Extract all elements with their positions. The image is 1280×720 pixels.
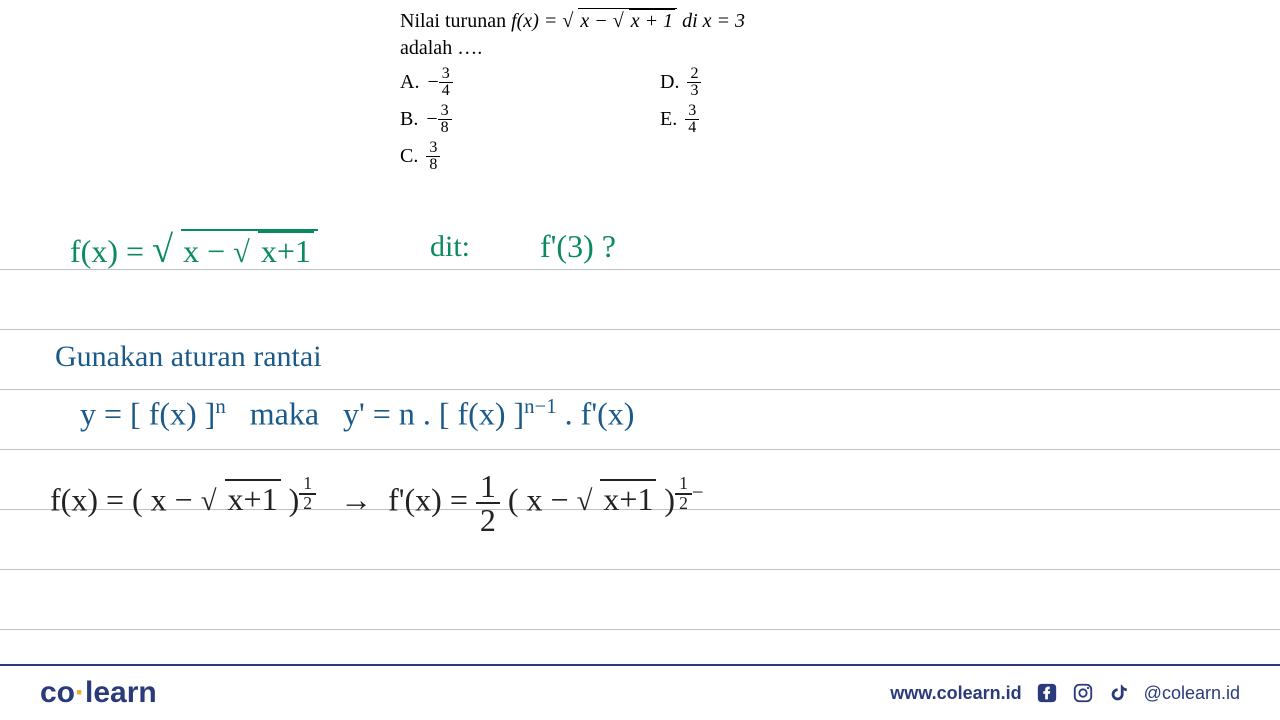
option-c-label: C. — [400, 145, 418, 168]
option-c: C. 3 8 — [400, 140, 660, 173]
inner-radicand: x + 1 — [629, 9, 675, 33]
question-line-1: Nilai turunan f(x) = x − x + 1 di x = 3 — [400, 8, 960, 33]
logo-learn: learn — [85, 676, 157, 709]
hw-line3: y = [ f(x) ]n maka y' = n . [ f(x) ]n−1 … — [80, 395, 634, 433]
option-c-frac: 3 8 — [426, 140, 440, 173]
outer-radicand-pre: x − — [580, 10, 612, 32]
option-b: B. − 3 8 — [400, 103, 660, 136]
option-b-sign: − — [426, 108, 437, 131]
hw-l4a-close: ) — [289, 481, 300, 517]
option-e-frac: 3 4 — [685, 103, 699, 136]
hw-line2: Gunakan aturan rantai — [55, 340, 322, 374]
hw-l4b: f'(x) = — [388, 481, 476, 517]
hw-arrow: → — [340, 481, 372, 517]
lined-paper: f(x) = √ x − √ x+1 dit: f'(3) ? Gunakan … — [0, 210, 1280, 670]
hw-line4: f(x) = ( x − √ x+1 )12 → f'(x) = 1 2 ( x… — [50, 470, 704, 536]
option-b-frac: 3 8 — [438, 103, 452, 136]
option-a-label: A. — [400, 71, 419, 94]
hw-inner-rad: x+1 — [258, 231, 314, 270]
logo: co·learn — [40, 676, 157, 710]
option-e: E. 3 4 — [660, 103, 860, 136]
hw-outer-sqrt: √ x − √ x+1 — [152, 228, 318, 272]
hw-l4a-sqrt: √ x+1 — [201, 479, 281, 518]
outer-sqrt: x − x + 1 — [562, 8, 677, 33]
hw-dit: dit: — [430, 230, 470, 264]
question-block: Nilai turunan f(x) = x − x + 1 di x = 3 … — [400, 8, 960, 177]
instagram-icon — [1072, 682, 1094, 704]
hw-l3a-sup: n — [215, 395, 225, 418]
option-e-label: E. — [660, 108, 677, 131]
question-line-2: adalah …. — [400, 37, 960, 60]
q-suffix: di x = 3 — [682, 10, 745, 32]
hw-q: f'(3) ? — [540, 228, 616, 265]
q-func-lhs: f(x) = — [511, 10, 562, 32]
hw-inner-sqrt: √ x+1 — [233, 231, 314, 270]
facebook-icon — [1036, 682, 1058, 704]
hw-l4b-frac: 1 2 — [476, 470, 500, 536]
option-d: D. 2 3 — [660, 66, 860, 99]
options-row: A. − 3 4 B. − 3 8 C. 3 8 — [400, 66, 960, 177]
footer: co·learn www.colearn.id @colearn.id — [0, 664, 1280, 720]
option-d-label: D. — [660, 71, 679, 94]
option-d-frac: 2 3 — [687, 66, 701, 99]
footer-handle: @colearn.id — [1144, 683, 1240, 704]
option-a-frac: 3 4 — [439, 66, 453, 99]
hw-line1: f(x) = √ x − √ x+1 — [70, 228, 318, 272]
hw-l3c: y' = n . [ f(x) ] — [343, 396, 524, 432]
hw-l4c-sqrt: √ x+1 — [577, 479, 657, 518]
inner-sqrt: x + 1 — [613, 9, 675, 33]
hw-l4c-close: ) — [664, 481, 675, 517]
logo-co: co — [40, 676, 75, 709]
footer-url: www.colearn.id — [890, 683, 1021, 704]
hw-l3a: y = [ f(x) ] — [80, 396, 215, 432]
hw-l3c-sup: n−1 — [524, 395, 557, 418]
option-a: A. − 3 4 — [400, 66, 660, 99]
option-a-sign: − — [427, 71, 438, 94]
logo-dot: · — [75, 676, 85, 709]
hw-l4c: ( x − — [508, 481, 577, 517]
hw-l3b: maka — [250, 396, 319, 432]
hw-l3d: . f'(x) — [565, 396, 635, 432]
tiktok-icon — [1108, 682, 1130, 704]
hw-l4a: f(x) = ( x − — [50, 481, 201, 517]
footer-right: www.colearn.id @colearn.id — [890, 682, 1240, 704]
option-b-label: B. — [400, 108, 418, 131]
hw-fx: f(x) = — [70, 233, 152, 269]
hw-outer-pre: x − — [183, 233, 233, 269]
q-prefix: Nilai turunan — [400, 10, 511, 32]
